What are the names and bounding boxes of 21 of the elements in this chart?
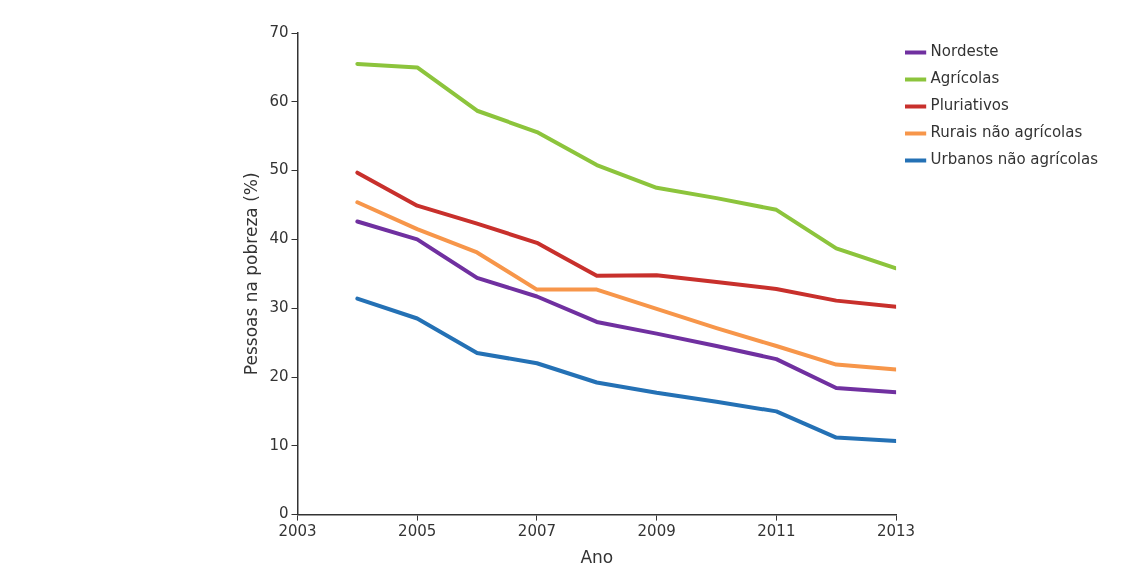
y-tick-label: 20 <box>269 366 289 385</box>
x-tick-label: 2011 <box>757 522 796 541</box>
legend-label: Rurais não agrícolas <box>930 123 1083 142</box>
y-tick-label: 0 <box>278 504 289 523</box>
y-tick-label: 60 <box>269 91 289 110</box>
y-tick-label: 50 <box>269 160 289 179</box>
x-axis-title: Ano <box>580 547 614 568</box>
y-axis-title: Pessoas na pobreza (%) <box>240 172 261 376</box>
y-tick-label: 40 <box>269 229 289 248</box>
x-tick-label: 2013 <box>876 522 916 541</box>
x-tick-label: 2005 <box>398 522 437 541</box>
legend-label: Agrícolas <box>930 69 1000 88</box>
y-tick-label: 70 <box>269 22 289 41</box>
y-tick-label: 10 <box>269 435 289 454</box>
x-tick-label: 2009 <box>637 522 676 541</box>
x-tick-label: 2003 <box>278 522 317 541</box>
legend-label: Urbanos não agrícolas <box>930 150 1099 169</box>
legend-label: Pluriativos <box>930 96 1009 115</box>
y-tick-label: 30 <box>269 298 289 317</box>
x-tick-label: 2007 <box>517 522 557 541</box>
legend-label: Nordeste <box>930 42 999 61</box>
